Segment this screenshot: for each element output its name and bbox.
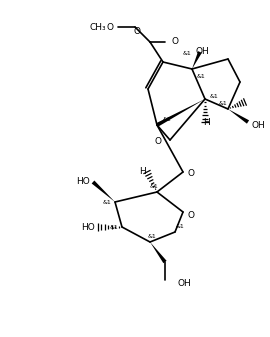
Text: &1: &1 <box>176 224 184 229</box>
Text: O: O <box>188 170 195 179</box>
Polygon shape <box>156 99 205 127</box>
Text: &1: &1 <box>210 94 219 99</box>
Polygon shape <box>150 242 167 263</box>
Text: &1: &1 <box>219 101 227 106</box>
Text: &1: &1 <box>103 200 112 205</box>
Text: O: O <box>106 23 113 31</box>
Text: O: O <box>188 212 195 220</box>
Text: H: H <box>204 118 210 127</box>
Text: &1: &1 <box>163 117 171 122</box>
Text: HO: HO <box>76 178 90 186</box>
Text: OH: OH <box>177 278 191 287</box>
Text: &1: &1 <box>183 51 191 56</box>
Text: OH: OH <box>252 121 266 129</box>
Text: O: O <box>172 37 179 47</box>
Text: H: H <box>140 167 146 176</box>
Text: CH₃: CH₃ <box>90 23 106 31</box>
Text: O: O <box>133 27 140 35</box>
Text: &1: &1 <box>150 184 158 189</box>
Text: &1: &1 <box>110 225 118 230</box>
Text: &1: &1 <box>197 74 206 79</box>
Polygon shape <box>92 181 115 202</box>
Text: HO: HO <box>81 222 95 232</box>
Text: &1: &1 <box>148 234 156 239</box>
Polygon shape <box>192 51 202 69</box>
Text: OH: OH <box>195 47 209 56</box>
Text: O: O <box>154 137 161 147</box>
Polygon shape <box>228 109 249 124</box>
